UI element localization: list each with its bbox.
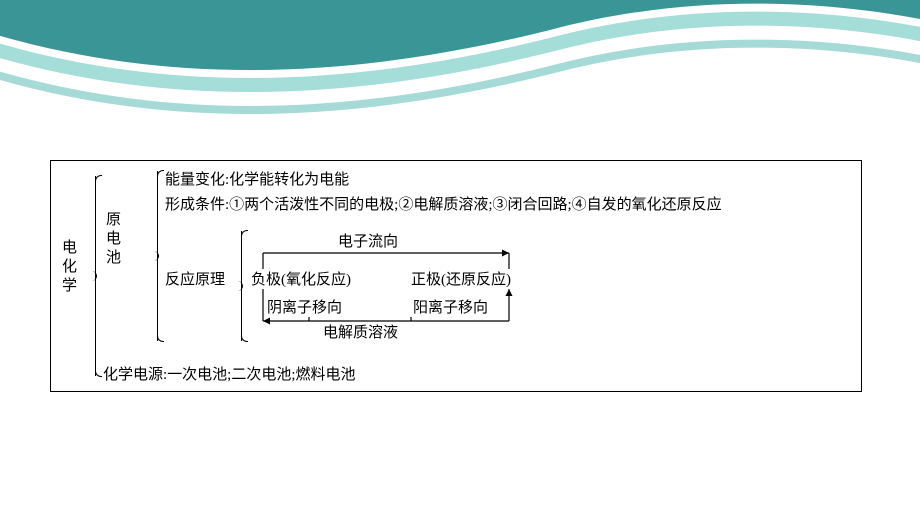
diagram-box: 电化学 原电池 化学电源:一次电池;二次电池;燃料电池 能量变化:化学能转化为电…: [50, 160, 862, 392]
wave-decoration: [0, 0, 920, 150]
reaction-arrows: [51, 161, 861, 391]
